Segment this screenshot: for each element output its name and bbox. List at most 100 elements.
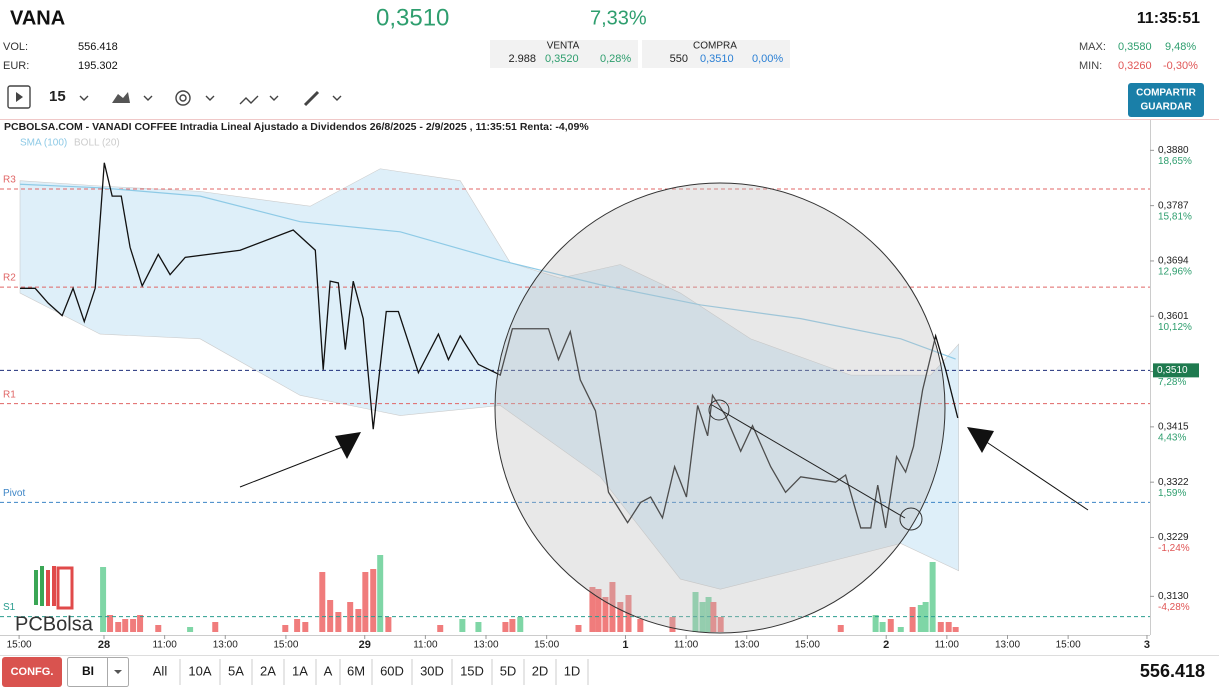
play-icon [16,92,23,102]
arrow-line [239,445,346,488]
scale-select[interactable] [67,657,129,687]
draw-tool[interactable] [303,90,320,107]
select-arrow [114,670,122,674]
volume-bar [637,619,644,632]
y-tick-change: 15,81% [1158,211,1192,222]
range-button[interactable]: 5A [228,663,244,678]
range-button[interactable]: 1D [564,663,581,678]
max-pct: 9,48% [1165,41,1196,53]
x-tick-label: 3 [1144,639,1150,651]
y-tick-label: 0,3601 [1158,311,1189,322]
toolbar [7,85,342,109]
config-button[interactable] [2,657,62,687]
arrow-head [967,427,994,453]
ask-price: 0,3510 [700,53,734,65]
legend-sma: SMA (100) [20,138,67,149]
share-button[interactable] [1128,83,1204,117]
volume-bar [377,555,384,632]
volume-bar [692,592,699,632]
highlight-circle [494,182,946,634]
y-tick-change: 18,65% [1158,156,1192,167]
settings-core [179,94,187,102]
stat-label: EUR: [3,60,29,72]
volume-bar [937,622,944,632]
volume-bar [517,617,524,632]
x-tick-label: 11:00 [674,640,699,651]
arrow-head [335,432,361,459]
y-tick-change: 7,28% [1158,377,1186,388]
y-tick-label: 0,3322 [1158,477,1189,488]
dropdown[interactable] [332,95,342,101]
x-tick-label: 13:00 [995,640,1020,651]
dropdown[interactable] [205,95,215,101]
volume-bar [575,625,582,632]
volume-bar [212,622,219,632]
ask-box [642,40,790,68]
volume-bar [459,619,466,632]
range-button[interactable]: All [153,663,168,678]
volume-bar [155,625,162,632]
level-label: R3 [3,175,16,186]
annotations [239,182,1089,634]
range-button[interactable]: 2A [260,663,276,678]
range-button[interactable]: 1A [292,663,308,678]
dropdown[interactable] [143,95,153,101]
volume-bar [705,597,712,632]
interval[interactable]: 15 [49,88,66,105]
volume-bar [475,622,482,632]
range-button[interactable]: 10A [188,663,211,678]
x-tick-label: 15:00 [534,640,559,651]
volume-bar [710,602,717,632]
volume-bar [945,622,952,632]
range-button[interactable]: 5D [500,663,517,678]
price: 0,3510 [376,4,449,31]
volume-bar [362,572,369,632]
time: 11:35:51 [1137,10,1200,27]
ask-label: COMPRA [693,41,737,52]
x-tick-label: 29 [359,639,371,651]
y-tick-label: 0,3880 [1158,145,1189,156]
range-button[interactable]: 6M [347,663,365,678]
volume-bar [137,615,144,632]
stat-value: 556.418 [78,41,118,53]
level-label: R2 [3,273,16,284]
range-button[interactable]: 2D [532,663,549,678]
volume-bar [589,587,596,632]
indicators[interactable] [239,95,259,105]
volume-bar [302,622,309,632]
volume-bar [385,617,392,632]
arrow-line [984,440,1089,511]
bid-qty: 2.988 [508,53,536,65]
range-button[interactable]: A [324,663,333,678]
footer-volume: 556.418 [1140,661,1205,681]
volume-bar [952,627,959,632]
volume-bar [887,619,894,632]
volume-bar [717,617,724,632]
dropdown[interactable] [269,95,279,101]
y-tick-change: 12,96% [1158,267,1192,278]
volume-bar [929,562,936,632]
volume-bar [294,619,301,632]
volume-bar [327,600,334,632]
max-price: 0,3580 [1118,41,1152,53]
chart-type[interactable] [112,92,130,103]
volume-bar [115,622,122,632]
play-button[interactable] [7,85,31,109]
volume-bar [909,607,916,632]
volume-bar [335,612,342,632]
dropdown[interactable] [79,95,89,101]
x-tick-label: 13:00 [213,640,238,651]
volume-bar [609,582,616,632]
range-button[interactable]: 60D [380,663,404,678]
y-tick-label: 0,3694 [1158,256,1189,267]
settings[interactable] [175,90,191,106]
y-tick-label: 0,3787 [1158,200,1189,211]
volume-bar [437,625,444,632]
range-button[interactable]: 15D [460,663,484,678]
volume-bar [595,589,602,632]
range-button[interactable]: 30D [420,663,444,678]
level-label: R1 [3,389,16,400]
x-tick-label: 15:00 [795,640,820,651]
chart-title: PCBOLSA.COM - VANADI COFFEE Intradia Lin… [4,121,589,133]
